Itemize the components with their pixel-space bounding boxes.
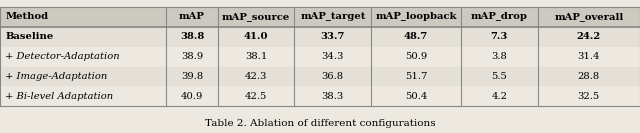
Text: mAP_source: mAP_source bbox=[222, 12, 290, 21]
Text: 24.2: 24.2 bbox=[577, 32, 601, 41]
Bar bbox=[371, 66, 461, 86]
Bar bbox=[218, 7, 294, 27]
Bar bbox=[461, 27, 538, 47]
Bar bbox=[538, 66, 640, 86]
Bar bbox=[0, 86, 166, 106]
Bar bbox=[218, 27, 294, 47]
Text: mAP_loopback: mAP_loopback bbox=[375, 12, 457, 21]
Text: Table 2. Ablation of different configurations: Table 2. Ablation of different configura… bbox=[205, 119, 435, 128]
Bar bbox=[294, 86, 371, 106]
Text: Baseline: Baseline bbox=[5, 32, 53, 41]
Bar bbox=[371, 7, 461, 27]
Bar bbox=[538, 86, 640, 106]
Bar bbox=[538, 7, 640, 27]
Text: + Bi-level Adaptation: + Bi-level Adaptation bbox=[5, 92, 113, 101]
Bar bbox=[461, 66, 538, 86]
Bar bbox=[0, 66, 166, 86]
Text: 38.3: 38.3 bbox=[322, 92, 344, 101]
Text: 50.4: 50.4 bbox=[405, 92, 427, 101]
Text: 42.5: 42.5 bbox=[245, 92, 267, 101]
Text: + Image-Adaptation: + Image-Adaptation bbox=[5, 72, 108, 81]
Bar bbox=[371, 27, 461, 47]
Text: 28.8: 28.8 bbox=[578, 72, 600, 81]
Bar bbox=[218, 66, 294, 86]
Text: 34.3: 34.3 bbox=[322, 52, 344, 61]
Bar bbox=[166, 86, 218, 106]
Text: 40.9: 40.9 bbox=[181, 92, 203, 101]
Bar bbox=[294, 27, 371, 47]
Text: 32.5: 32.5 bbox=[578, 92, 600, 101]
Text: 38.9: 38.9 bbox=[181, 52, 203, 61]
Text: 33.7: 33.7 bbox=[321, 32, 345, 41]
Bar bbox=[461, 86, 538, 106]
Bar bbox=[538, 27, 640, 47]
Bar bbox=[0, 27, 166, 47]
Text: 36.8: 36.8 bbox=[322, 72, 344, 81]
Bar bbox=[166, 66, 218, 86]
Text: + Detector-Adaptation: + Detector-Adaptation bbox=[5, 52, 120, 61]
Text: 5.5: 5.5 bbox=[492, 72, 507, 81]
Text: 50.9: 50.9 bbox=[405, 52, 427, 61]
Bar bbox=[461, 47, 538, 66]
Text: mAP_drop: mAP_drop bbox=[471, 12, 527, 21]
Bar bbox=[0, 47, 166, 66]
Bar bbox=[371, 47, 461, 66]
Text: mAP: mAP bbox=[179, 12, 205, 21]
Text: 3.8: 3.8 bbox=[492, 52, 507, 61]
Text: 42.3: 42.3 bbox=[245, 72, 267, 81]
Bar bbox=[294, 66, 371, 86]
Text: Method: Method bbox=[5, 12, 48, 21]
Bar bbox=[371, 86, 461, 106]
Bar bbox=[461, 7, 538, 27]
Text: mAP_target: mAP_target bbox=[300, 12, 365, 21]
Text: 38.1: 38.1 bbox=[245, 52, 267, 61]
Text: 31.4: 31.4 bbox=[577, 52, 600, 61]
Bar bbox=[538, 47, 640, 66]
Bar bbox=[218, 86, 294, 106]
Bar bbox=[0, 7, 166, 27]
Bar bbox=[218, 47, 294, 66]
Bar bbox=[294, 7, 371, 27]
Text: 38.8: 38.8 bbox=[180, 32, 204, 41]
Text: 4.2: 4.2 bbox=[492, 92, 508, 101]
Text: 39.8: 39.8 bbox=[181, 72, 203, 81]
Bar bbox=[294, 47, 371, 66]
Text: 51.7: 51.7 bbox=[405, 72, 427, 81]
Text: 7.3: 7.3 bbox=[490, 32, 508, 41]
Text: 41.0: 41.0 bbox=[244, 32, 268, 41]
Text: mAP_overall: mAP_overall bbox=[554, 12, 623, 21]
Text: 48.7: 48.7 bbox=[404, 32, 428, 41]
Bar bbox=[166, 47, 218, 66]
Bar bbox=[166, 27, 218, 47]
Bar bbox=[166, 7, 218, 27]
